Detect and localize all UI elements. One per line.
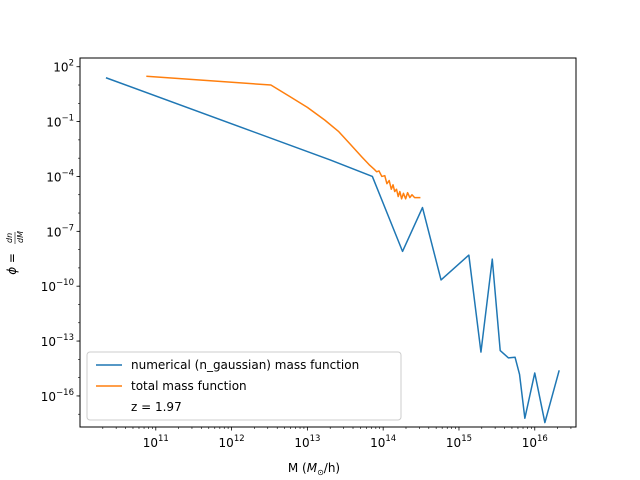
x-tick-label: 1013 [294,434,320,450]
x-tick-label: 1015 [446,434,472,450]
x-tick-label: 1011 [143,434,169,450]
y-tick-label: 10−4 [46,168,74,184]
x-tick-label: 1014 [370,434,396,450]
legend-label-total: total mass function [131,379,247,393]
y-axis-ticks: 102 10−1 10−4 10−7 10−10 10−13 10−16 [41,59,80,415]
svg-text:dn: dn [5,233,14,243]
y-axis-label: ϕ = dn dM [5,231,25,275]
series-line-0 [105,77,560,424]
legend-label-numerical: numerical (n_gaussian) mass function [131,358,359,372]
x-tick-label: 1012 [219,434,245,450]
y-tick-label: 10−10 [41,278,74,294]
y-tick-label: 10−1 [46,114,74,130]
y-tick-label: 10−13 [41,333,74,349]
x-axis-ticks: 1011 1012 1013 1014 1015 1016 [102,427,572,450]
svg-text:ϕ =: ϕ = [5,253,19,275]
y-tick-label: 10−16 [41,388,74,404]
x-tick-label: 1016 [522,434,548,450]
y-tick-label: 102 [53,59,74,75]
x-axis-label: M (M⊙/h) [288,461,340,477]
series-line-1 [146,75,421,200]
legend: numerical (n_gaussian) mass function tot… [86,351,402,421]
plot-frame [79,57,577,428]
plot-lines [105,75,560,424]
legend-box [86,351,402,421]
y-tick-label: 10−7 [46,223,74,239]
redshift-annotation: z = 1.97 [131,400,182,414]
svg-text:dM: dM [16,231,25,243]
